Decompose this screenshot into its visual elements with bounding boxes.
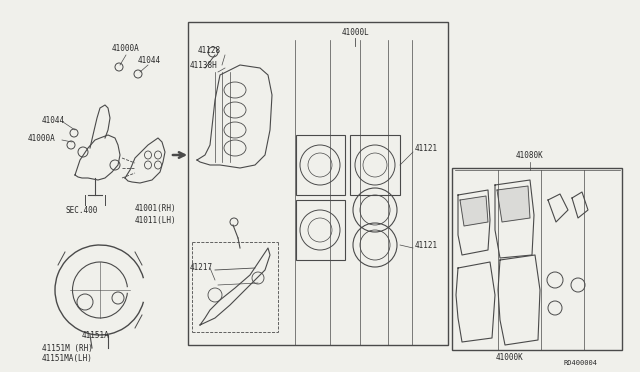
Text: 41000K: 41000K xyxy=(496,353,524,362)
Bar xyxy=(188,22,448,345)
Text: 41138H: 41138H xyxy=(190,61,218,70)
Text: 41001(RH): 41001(RH) xyxy=(135,203,177,212)
Text: 41000A: 41000A xyxy=(28,134,56,142)
Text: 41121: 41121 xyxy=(415,144,438,153)
Text: 41000A: 41000A xyxy=(112,44,140,52)
Text: 41151MA(LH): 41151MA(LH) xyxy=(42,353,93,362)
Text: 41044: 41044 xyxy=(42,115,65,125)
Text: 41011(LH): 41011(LH) xyxy=(135,215,177,224)
Bar xyxy=(296,135,345,195)
Polygon shape xyxy=(460,196,488,226)
Bar xyxy=(350,135,400,195)
Text: 41000L: 41000L xyxy=(341,28,369,36)
Text: RD400004: RD400004 xyxy=(563,360,597,366)
Text: 41080K: 41080K xyxy=(516,151,544,160)
Text: SEC.400: SEC.400 xyxy=(65,205,97,215)
Text: 41128: 41128 xyxy=(198,45,221,55)
Text: 41044: 41044 xyxy=(138,55,161,64)
Text: 41151M (RH): 41151M (RH) xyxy=(42,343,93,353)
Text: 41217: 41217 xyxy=(190,263,213,273)
Bar xyxy=(296,200,345,260)
Polygon shape xyxy=(497,186,530,222)
Text: 41151A: 41151A xyxy=(81,330,109,340)
Text: 41121: 41121 xyxy=(415,241,438,250)
Bar xyxy=(452,168,622,350)
